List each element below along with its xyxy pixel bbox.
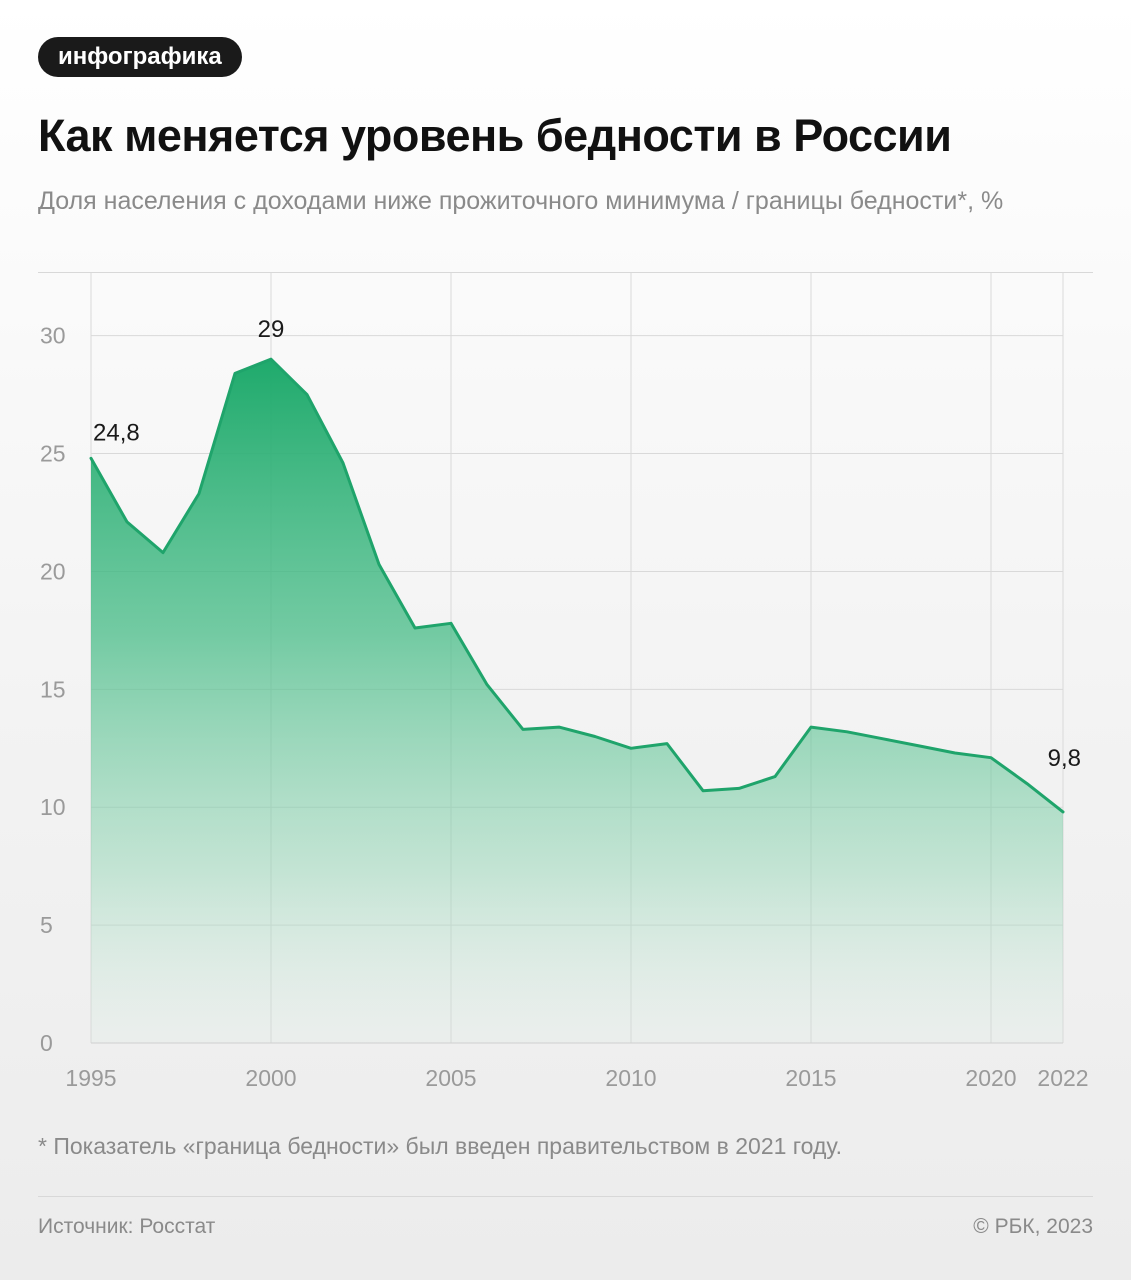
y-tick-label: 10 — [40, 794, 66, 820]
y-tick-label: 0 — [40, 1030, 53, 1056]
x-tick-label: 2022 — [1037, 1065, 1088, 1091]
y-tick-label: 30 — [40, 323, 66, 349]
series-line — [89, 357, 1065, 814]
y-tick-label: 20 — [40, 558, 66, 584]
area-layer — [89, 357, 1065, 1043]
x-tick-label: 2010 — [605, 1065, 656, 1091]
chart-subtitle: Доля населения с доходами ниже прожиточн… — [38, 187, 1004, 215]
y-tick-label: 5 — [40, 912, 53, 938]
data-label: 29 — [258, 316, 285, 343]
chart-title: Как меняется уровень бедности в России — [38, 110, 952, 161]
data-label-layer: 24,8 29 9,8 — [93, 316, 1081, 772]
bottom-divider — [38, 1196, 1093, 1197]
y-tick-label: 25 — [40, 441, 66, 467]
x-tick-label: 1995 — [65, 1065, 116, 1091]
y-tick-label: 15 — [40, 676, 66, 702]
infographic-badge: инфографика — [38, 37, 242, 77]
data-label: 9,8 — [1048, 745, 1081, 772]
series-area-fill — [91, 359, 1063, 1043]
x-tick-label: 2015 — [785, 1065, 836, 1091]
x-tick-label: 2000 — [245, 1065, 296, 1091]
footnote: * Показатель «граница бедности» был введ… — [38, 1133, 842, 1159]
data-label: 24,8 — [93, 419, 140, 446]
x-tick-label: 2005 — [425, 1065, 476, 1091]
x-tick-label: 2020 — [965, 1065, 1016, 1091]
top-divider — [38, 272, 1093, 273]
copyright-text: © РБК, 2023 — [973, 1215, 1093, 1238]
axis-layer: 0 5 10 15 20 25 30 1995 2000 2005 2010 2015 2020 2022 — [40, 323, 1089, 1091]
source-text: Источник: Росстат — [38, 1215, 216, 1238]
